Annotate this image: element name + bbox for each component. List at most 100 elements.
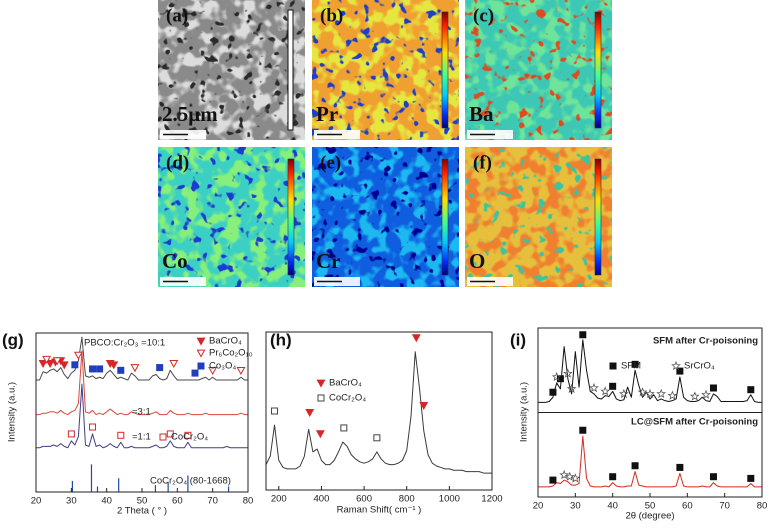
legend-label: BaCrO₄ [329, 378, 362, 389]
map-caption: Ba [469, 102, 494, 126]
map-label: (c) [473, 5, 494, 26]
plot: 20 30 40 50 60 70 80 CoCr₂O₄ (80-1668) PBCO:Cr₂O… [2, 330, 253, 516]
marker [271, 407, 279, 415]
marker [579, 331, 587, 339]
map-phase-b [465, 0, 612, 140]
x-tick-label: 30 [66, 496, 77, 507]
color-bar [441, 11, 449, 129]
x-tick-label: 70 [207, 496, 218, 507]
legend-label: BaCrO₄ [209, 336, 242, 347]
marker [600, 386, 611, 396]
legend-label: Pr₆Co₂O₁₀ [209, 348, 253, 359]
marker [38, 360, 48, 369]
x-tick-label: 30 [570, 501, 581, 512]
plot-frame [265, 331, 493, 491]
marker [117, 366, 125, 374]
marker [59, 361, 69, 370]
marker [689, 391, 700, 401]
marker [411, 334, 421, 343]
marker [166, 430, 174, 438]
series-label: LC@SFM after Cr-poisoning [631, 417, 758, 428]
plot-frame [537, 327, 763, 498]
marker [631, 462, 639, 470]
plot-area [266, 351, 492, 474]
map-phase-b [312, 147, 459, 287]
legend-symbol [197, 362, 205, 370]
x-tick-label: 80 [757, 501, 768, 512]
eds-map: (f) O [465, 147, 612, 287]
plot-area [538, 339, 762, 488]
x-tick-label: 20 [31, 496, 42, 507]
marker [373, 434, 381, 442]
marker [208, 366, 218, 375]
marker [645, 388, 655, 399]
x-axis-label: Raman Shift( cm⁻¹ ) [337, 505, 422, 516]
marker [549, 476, 557, 484]
y-axis-label: Intensity (a.u.) [7, 382, 18, 442]
map-phase-b [465, 147, 612, 287]
marker [117, 431, 125, 439]
eds-map: (c) Ba [465, 0, 612, 140]
x-tick-label: 60 [172, 496, 183, 507]
marker [67, 430, 75, 438]
color-bar [594, 11, 602, 129]
spectrum-line [538, 435, 762, 488]
marker [89, 365, 97, 373]
marker [559, 469, 570, 480]
x-tick-label: 70 [719, 501, 730, 512]
marker [419, 401, 429, 410]
x-axis-label: 2θ (degree) [625, 511, 674, 522]
series-label: =1:1 [132, 432, 151, 443]
color-bar [441, 158, 449, 276]
marker [71, 361, 79, 369]
legend-label: SrCrO₄ [684, 361, 715, 372]
legend-label: CoCr₂O₄ [171, 432, 208, 443]
x-tick-label: 40 [607, 501, 618, 512]
series-label: =3:1 [132, 407, 151, 418]
plot: 20 30 40 50 60 70 80 SFM after Cr-poisoning LC@S… [510, 327, 768, 522]
legend-symbol [196, 349, 206, 358]
map-caption: Pr [316, 102, 338, 126]
reference-label: CoCr₂O₄ (80-1668) [150, 476, 231, 487]
color-bar [287, 158, 295, 276]
marker [562, 368, 573, 378]
marker [340, 424, 348, 432]
x-tick-label: 600 [356, 494, 372, 505]
legend-symbol [609, 362, 617, 370]
x-tick-label: 400 [314, 494, 330, 505]
marker [747, 386, 755, 394]
x-tick-label: 1200 [481, 494, 502, 505]
panel-label: (i) [510, 330, 526, 349]
plot: 200 400 600 800 1000 1200 BaCrO₄ CoCr₂O₄ (h) Rama… [265, 330, 503, 516]
legend-symbol [671, 360, 681, 371]
legend-symbol [196, 337, 206, 346]
x-tick-label: 50 [645, 501, 656, 512]
marker [570, 473, 581, 483]
scale-line [287, 9, 294, 131]
marker [130, 364, 140, 373]
marker [566, 383, 577, 393]
marker [169, 360, 179, 369]
x-tick-label: 1000 [439, 494, 460, 505]
map-caption: O [469, 249, 485, 273]
marker [551, 371, 562, 382]
series-label: PBCO:Cr₂O₃ =10:1 [84, 338, 165, 349]
marker [236, 366, 246, 375]
marker [184, 431, 192, 439]
map-caption: Co [162, 249, 188, 273]
marker [667, 390, 678, 400]
plot-frame [35, 332, 249, 493]
marker [191, 369, 199, 377]
legend-symbol [159, 433, 167, 441]
spectrum-line [36, 350, 248, 416]
map-phase-b [158, 147, 305, 287]
marker [618, 388, 629, 399]
marker [109, 361, 119, 370]
y-axis-label: Intensity (a.u.) [519, 382, 530, 442]
plot-area [36, 336, 248, 492]
marker [52, 357, 62, 366]
map-label: (a) [166, 5, 188, 26]
map-phase-b [312, 0, 459, 140]
x-tick-label: 200 [271, 494, 287, 505]
marker [73, 351, 83, 360]
